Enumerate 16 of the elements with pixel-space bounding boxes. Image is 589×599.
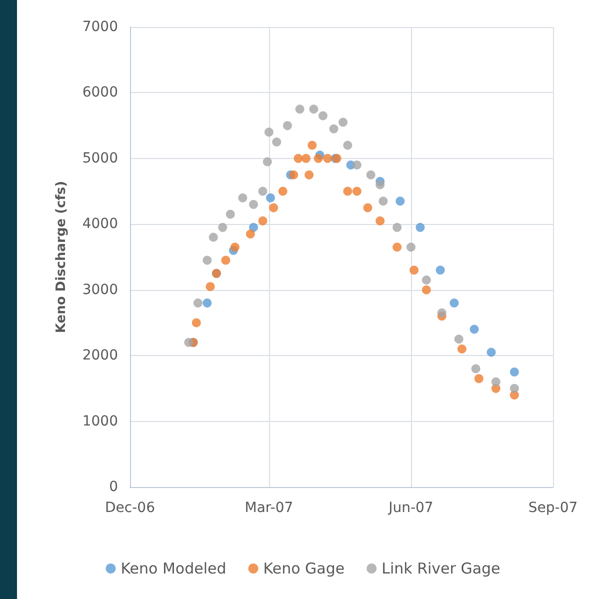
y-axis-title: Keno Discharge (cfs) <box>54 180 69 334</box>
legend-label: Link River Gage <box>382 560 500 578</box>
y-tick-label: 7000 <box>82 19 118 35</box>
y-tick-label: 5000 <box>82 150 118 166</box>
legend-label: Keno Gage <box>263 560 345 578</box>
x-tick-label: Dec-06 <box>105 500 156 516</box>
x-tick-label: Sep-07 <box>528 500 578 516</box>
legend-label: Keno Modeled <box>120 560 226 578</box>
y-tick-label: 4000 <box>82 216 118 232</box>
y-tick-label: 3000 <box>82 282 118 298</box>
y-tick-label: 1000 <box>82 413 118 430</box>
x-tick-label: Jun-07 <box>388 500 434 516</box>
y-tick-label: 2000 <box>82 348 118 364</box>
y-tick-label: 6000 <box>82 84 118 101</box>
x-tick-label: Mar-07 <box>244 500 294 516</box>
y-tick-label: 0 <box>109 479 118 495</box>
